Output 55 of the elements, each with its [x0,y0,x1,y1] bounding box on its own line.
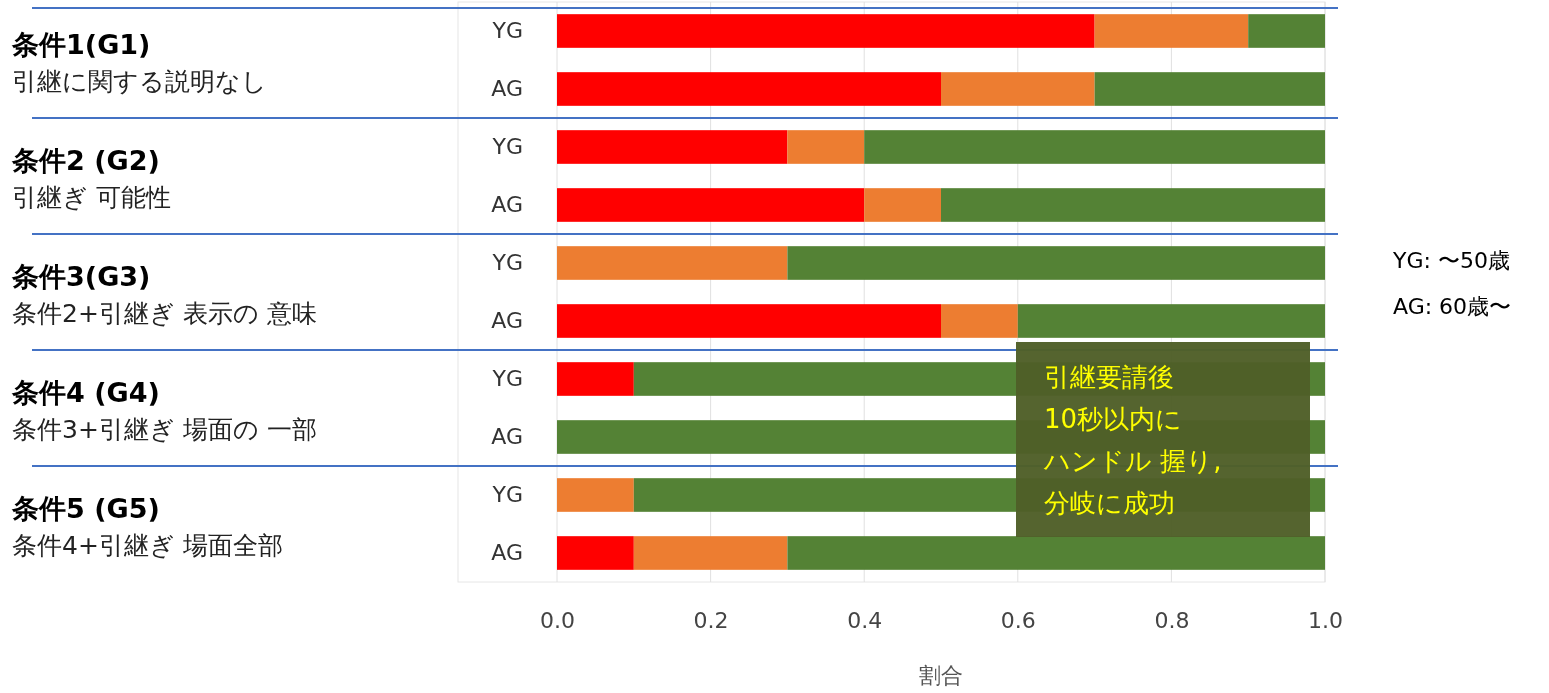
bar [864,188,941,222]
y-tick-label: YG [491,250,523,276]
text: 条件4+引継ぎ 場面全部 [12,531,283,560]
text: 条件1(G1) [11,29,151,60]
bar [941,304,1018,338]
y-tick-label: AG [491,76,523,102]
bar [1094,72,1325,106]
bar [557,188,865,222]
bar [557,536,634,570]
bar [864,130,1325,164]
bar [557,246,788,280]
bar [1094,14,1249,48]
text: 条件5 (G5) [11,493,160,524]
bar [557,72,941,106]
x-axis-title: 割合 [919,663,963,688]
text: 引継に関する説明なし [12,67,267,96]
text: 条件3(G3) [11,261,151,292]
annotation: 10秒以内に [1044,404,1183,434]
bar [633,536,788,570]
x-tick-label: 0.8 [1154,607,1190,633]
bar [557,14,1095,48]
bar [1248,14,1325,48]
x-tick-label: 0.2 [693,607,729,633]
annotation: 分岐に成功 [1044,488,1175,518]
bar [557,478,634,512]
y-tick-label: YG [491,482,523,508]
text: 条件3+引継ぎ 場面の 一部 [12,415,317,444]
bar [787,246,1325,280]
y-tick-label: YG [491,366,523,392]
y-tick-label: YG [491,18,523,44]
y-tick-label: AG [491,540,523,566]
y-tick-label: AG [491,308,523,334]
text: 条件2+引継ぎ 表示の 意味 [12,299,317,328]
text: YG: 〜50歳 [1392,248,1510,273]
bar [941,188,1325,222]
annotation: 引継要請後 [1044,362,1174,392]
bar [557,304,941,338]
text: 条件4 (G4) [11,377,160,408]
y-tick-label: AG [491,424,523,450]
bar [1017,304,1325,338]
text: 条件2 (G2) [11,145,160,176]
bar [557,362,634,396]
x-tick-label: 1.0 [1308,607,1343,633]
x-tick-label: 0.4 [847,607,883,633]
text: AG: 60歳〜 [1393,294,1512,319]
bar [787,536,1325,570]
x-tick-label: 0.0 [540,607,575,633]
x-tick-label: 0.6 [1000,607,1036,633]
y-tick-label: YG [491,134,523,160]
y-tick-label: AG [491,192,523,218]
bar [787,130,865,164]
bar [941,72,1095,106]
annotation: ハンドル 握り, [1043,446,1222,476]
text: 引継ぎ 可能性 [12,183,171,212]
bar [557,130,788,164]
